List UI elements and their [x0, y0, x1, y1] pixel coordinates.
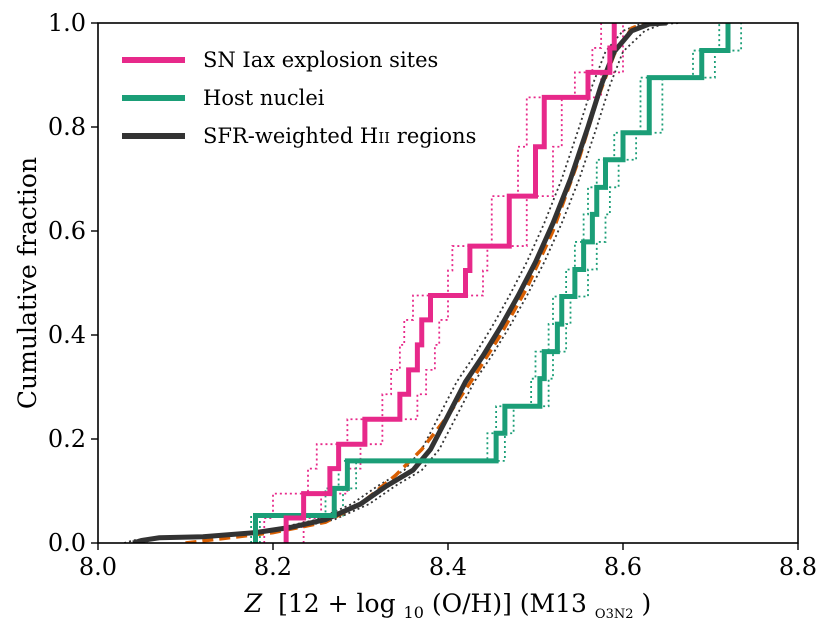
legend-label-sn-iax: SN Iax explosion sites: [203, 48, 438, 72]
x-axis-title-close: ): [641, 589, 651, 618]
series-host-nuclei-bound-lower: [258, 23, 743, 543]
y-tick-label: 0.8: [48, 113, 86, 141]
series-sfr-weighted-hii-regions-bound-lower: [141, 23, 680, 543]
x-tick-label: 8.4: [429, 553, 467, 581]
y-tick-label: 1.0: [48, 9, 86, 37]
x-tick-label: 8.0: [79, 553, 117, 581]
legend-label-hii-main: SFR-weighted H: [203, 124, 378, 148]
series-sfr-weighted-hii-regions-bound-upper: [123, 23, 654, 543]
y-tick-label: 0.2: [48, 425, 86, 453]
legend-label-hii-sc: II: [378, 129, 390, 147]
y-tick-label: 0.6: [48, 217, 86, 245]
x-axis-title-oh: (O/H)] (M13: [432, 589, 587, 618]
y-axis-title: Cumulative fraction: [13, 157, 42, 409]
series-layer: [123, 23, 743, 543]
legend-label-hii-tail: regions: [390, 124, 476, 148]
y-tick-label: 0.0: [48, 529, 86, 557]
legend-label-hii-regions: SFR-weighted HII regions: [203, 124, 476, 148]
y-tick-label: 0.4: [48, 321, 86, 349]
x-axis-title-sub-o3n2: O3N2: [595, 607, 634, 622]
x-axis-title-bracket: [12 + log: [278, 589, 395, 618]
x-axis-title-z: Z: [244, 589, 263, 618]
ticks-layer: 8.0 8.2 8.4 8.6 8.8 0.0 0.2 0.4 0.6 0.8 1.0: [48, 9, 817, 581]
x-tick-label: 8.8: [779, 553, 817, 581]
series-host-nuclei: [253, 23, 731, 543]
x-tick-label: 8.2: [254, 553, 292, 581]
x-tick-label: 8.6: [604, 553, 642, 581]
legend-label-host-nuclei: Host nuclei: [203, 86, 325, 110]
x-axis-title-sub10: 10: [404, 603, 424, 622]
legend: SN Iax explosion sites Host nuclei SFR-w…: [122, 48, 476, 148]
series-sn-iax-explosion-sites: [283, 23, 617, 543]
x-axis-title: Z [12 + log 10 (O/H)] (M13 O3N2 ): [244, 589, 651, 624]
series-sn-iax-explosion-sites-bound-upper: [263, 23, 603, 543]
